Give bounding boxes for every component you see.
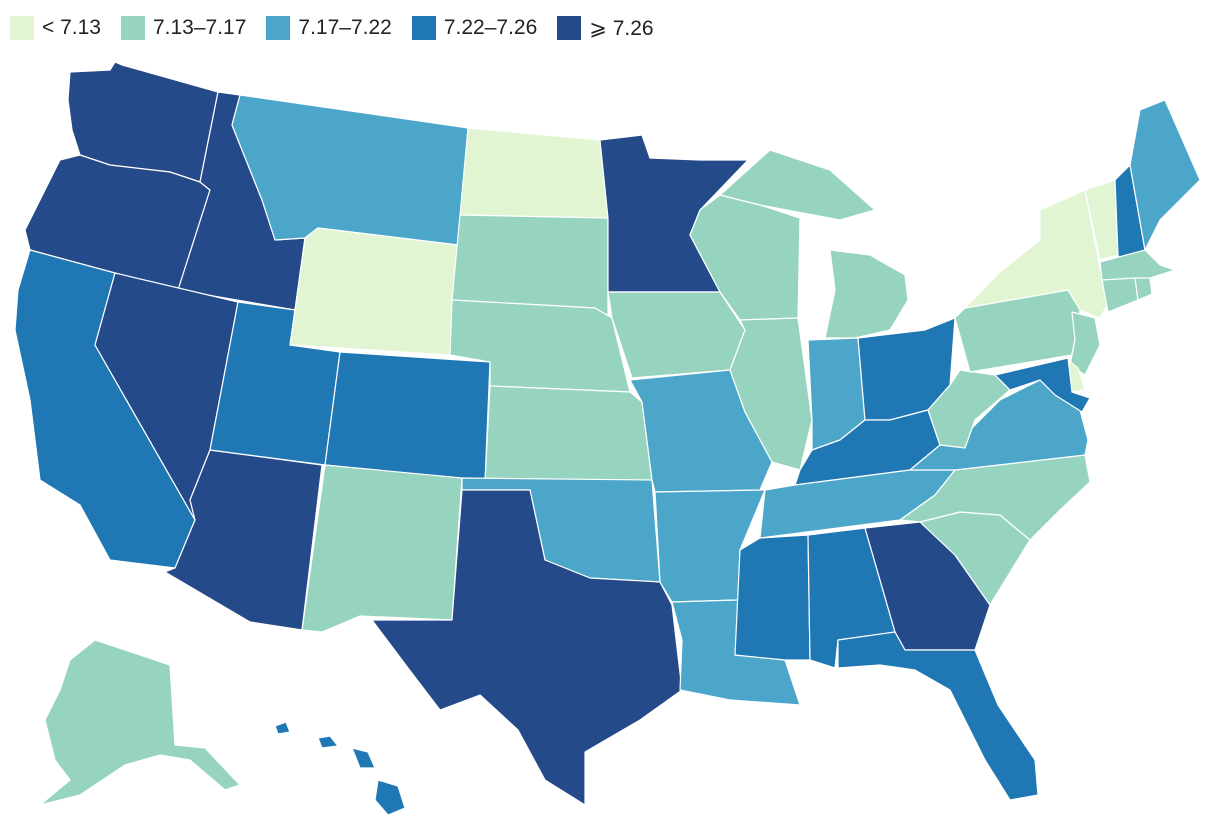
- legend-swatch-c2: [120, 16, 145, 40]
- legend-label-c3: 7.17–7.22: [298, 16, 392, 39]
- legend-item-c4: 7.22–7.26: [411, 16, 538, 40]
- legend-label-c1: < 7.13: [42, 16, 101, 39]
- state-nj[interactable]: [1069, 311, 1101, 376]
- legend-label-c2: 7.13–7.17: [152, 16, 247, 39]
- state-ny[interactable]: [964, 189, 1111, 319]
- state-fl[interactable]: [837, 631, 1039, 801]
- legend-label-c4: 7.22–7.26: [443, 16, 538, 39]
- state-tx[interactable]: [371, 489, 683, 806]
- state-nd[interactable]: [459, 127, 609, 219]
- state-hi[interactable]: [274, 721, 406, 816]
- map-legend: < 7.13 7.13–7.17 7.17–7.22 7.22–7.26 ⩾ 7…: [10, 13, 674, 43]
- legend-swatch-c4: [411, 16, 436, 40]
- legend-item-c2: 7.13–7.17: [120, 16, 247, 40]
- legend-swatch-c3: [266, 16, 291, 40]
- state-ms[interactable]: [734, 534, 811, 661]
- legend-swatch-c5: [557, 16, 582, 40]
- state-az[interactable]: [164, 449, 323, 631]
- state-ri[interactable]: [1134, 277, 1153, 301]
- legend-item-c5: ⩾ 7.26: [557, 16, 654, 41]
- state-ks[interactable]: [484, 385, 653, 483]
- legend-swatch-c1: [10, 16, 34, 40]
- state-ct[interactable]: [1101, 277, 1139, 313]
- state-nc[interactable]: [899, 454, 1091, 541]
- state-mi[interactable]: [719, 149, 909, 339]
- state-me[interactable]: [1129, 99, 1201, 251]
- state-nm[interactable]: [301, 464, 463, 633]
- state-il[interactable]: [729, 317, 813, 471]
- legend-item-c3: 7.17–7.22: [266, 16, 392, 40]
- legend-label-c5: ⩾ 7.26: [589, 16, 654, 40]
- legend-item-c1: < 7.13: [10, 16, 101, 40]
- state-ia[interactable]: [607, 291, 746, 379]
- state-md[interactable]: [994, 357, 1091, 413]
- state-ak[interactable]: [39, 639, 241, 806]
- state-co[interactable]: [324, 351, 491, 483]
- state-wy[interactable]: [289, 227, 459, 356]
